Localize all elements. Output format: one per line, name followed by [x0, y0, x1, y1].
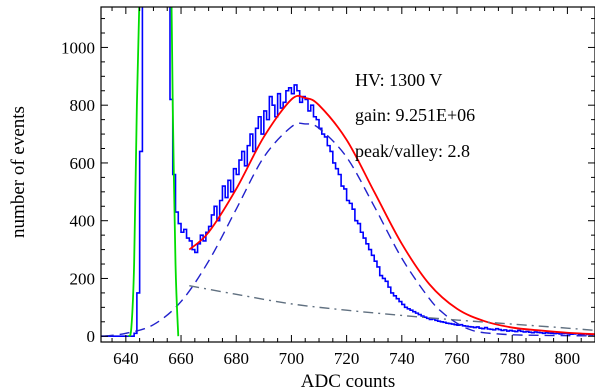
x-tick-label: 720	[334, 349, 360, 368]
x-axis-title: ADC counts	[301, 371, 395, 392]
axis-ticks: 640 660 680 700 720 740 760 780 800 0 200 400 600 800…	[61, 7, 595, 368]
x-tick-label: 680	[223, 349, 249, 368]
x-tick-label: 760	[444, 349, 470, 368]
y-tick-label: 200	[70, 269, 96, 288]
x-tick-label: 700	[279, 349, 305, 368]
x-tick-label: 740	[389, 349, 415, 368]
fit-curve-0	[188, 94, 595, 336]
y-tick-label: 600	[70, 154, 96, 173]
x-tick-label: 780	[499, 349, 525, 368]
y-tick-label: 0	[87, 327, 96, 346]
x-tick-label: 800	[555, 349, 581, 368]
y-tick-label: 400	[70, 212, 96, 231]
x-tick-label: 660	[168, 349, 194, 368]
fit-curve-2	[189, 285, 595, 332]
annotation-gain: gain: 9.251E+06	[355, 105, 475, 125]
annotation-peak-valley: peak/valley: 2.8	[355, 141, 470, 161]
y-axis-title: number of events	[8, 106, 29, 238]
fit-curve-3	[127, 7, 180, 337]
y-tick-label: 800	[70, 96, 96, 115]
plot-area	[101, 7, 595, 338]
y-tick-label: 1000	[61, 38, 95, 57]
annotation-hv: HV: 1300 V	[355, 70, 442, 90]
histogram-series	[101, 7, 595, 338]
x-tick-label: 640	[113, 349, 139, 368]
fit-curve-1	[103, 122, 595, 337]
plot-frame	[100, 6, 595, 343]
